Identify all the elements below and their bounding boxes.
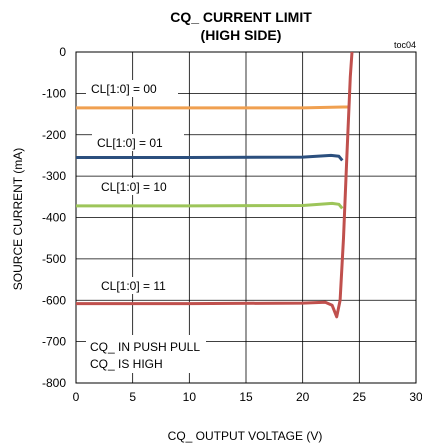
x-tick-label: 0 (73, 390, 80, 404)
y-tick-label: -600 (42, 293, 66, 307)
y-tick-label: -300 (42, 169, 66, 183)
x-axis-label: CQ_ OUTPUT VOLTAGE (V) (168, 429, 323, 443)
series-label-2: CL[1:0] = 10 (101, 180, 167, 194)
figure-tag: toc04 (394, 40, 416, 50)
x-tick-label: 20 (296, 390, 310, 404)
chart-title-line-1: CQ_ CURRENT LIMIT (170, 9, 312, 25)
annotation-line: CQ_ IS HIGH (90, 357, 163, 371)
plot-area: 0 5 10 15 20 25 30 0 -100 -200 -300 -400 -500 -600 -70… (42, 45, 422, 404)
x-tick-label: 30 (409, 390, 422, 404)
y-tick-label: -100 (42, 86, 66, 100)
chart-title-line-2: (HIGH SIDE) (201, 27, 282, 43)
y-tick-label: 0 (59, 45, 66, 59)
annotation-line: CQ_ IN PUSH PULL (90, 340, 200, 354)
series-label-0: CL[1:0] = 00 (91, 82, 157, 96)
x-tick-label: 10 (183, 390, 197, 404)
series-line-0 (76, 107, 348, 108)
y-tick-label: -200 (42, 128, 66, 142)
series-label-3: CL[1:0] = 11 (101, 279, 166, 293)
x-tick-label: 25 (353, 390, 367, 404)
x-tick-label: 15 (239, 390, 253, 404)
x-tick-label: 5 (129, 390, 136, 404)
y-tick-label: -500 (42, 252, 66, 266)
series-label-1: CL[1:0] = 01 (97, 136, 163, 150)
y-tick-label: -400 (42, 211, 66, 225)
y-tick-label: -700 (42, 335, 66, 349)
y-tick-label: -800 (42, 376, 66, 390)
y-axis-label: SOURCE CURRENT (mA) (11, 148, 25, 290)
